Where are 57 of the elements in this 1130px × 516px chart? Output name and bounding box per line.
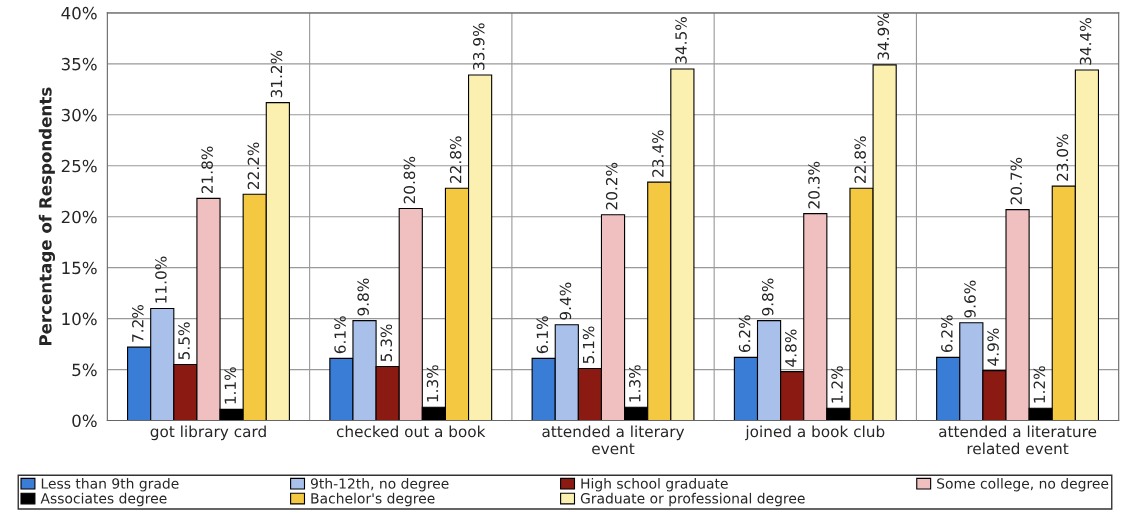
data-label: 34.9%	[877, 13, 890, 60]
y-tick-label: 0%	[72, 414, 97, 428]
data-label: 20.7%	[1010, 157, 1022, 205]
y-axis-title: Percentage of Respondents	[38, 87, 56, 346]
legend-label: Graduate or professional degree	[580, 492, 805, 507]
y-tick-label: 20%	[61, 210, 97, 224]
x-tick-label: joined a book club	[745, 425, 885, 441]
data-label: 20.3%	[808, 161, 820, 209]
data-label: 1.2%	[1033, 366, 1046, 403]
legend-label: High school graduate	[581, 478, 728, 492]
data-label: 20.8%	[403, 156, 416, 204]
data-label: 23.0%	[1056, 134, 1069, 181]
y-tick-label: 5%	[72, 363, 97, 377]
data-label: 1.3%	[629, 365, 641, 402]
data-label: 22.2%	[247, 142, 260, 190]
data-label: 7.2%	[132, 305, 144, 342]
legend-label: Some college, no degree	[937, 478, 1109, 492]
x-tick-label: attended a literature related event	[939, 425, 1097, 455]
data-label: 6.1%	[334, 316, 346, 354]
data-label: 34.4%	[1079, 18, 1092, 65]
y-tick-label: 35%	[61, 57, 97, 71]
legend-label: Bachelor's degree	[311, 492, 435, 507]
data-label: 9.4%	[559, 282, 572, 320]
legend-label: Associates degree	[40, 492, 167, 507]
data-label: 22.8%	[854, 136, 866, 183]
data-label: 6.2%	[738, 315, 751, 353]
data-label: 5.3%	[380, 324, 393, 362]
x-tick-label: attended a literary event	[542, 425, 685, 455]
data-label: 34.5%	[675, 17, 687, 64]
y-tick-label: 40%	[61, 6, 97, 20]
legend-label: 9th-12th, no degree	[310, 478, 449, 492]
data-label: 6.2%	[941, 315, 953, 353]
data-label: 1.1%	[224, 367, 237, 404]
data-label: 22.8%	[449, 136, 462, 183]
data-label: 9.6%	[964, 280, 976, 318]
y-tick-label: 10%	[62, 312, 97, 326]
data-label: 5.5%	[178, 322, 190, 360]
data-label: 4.9%	[987, 328, 999, 366]
legend-label: Less than 9th grade	[41, 478, 179, 492]
y-tick-label: 25%	[61, 159, 97, 173]
data-label: 6.1%	[536, 316, 549, 354]
data-label: 4.8%	[785, 329, 797, 367]
x-tick-label: checked out a book	[336, 425, 486, 438]
data-label: 21.8%	[201, 146, 213, 194]
data-label: 1.2%	[831, 366, 843, 403]
data-label: 9.8%	[761, 278, 774, 316]
y-tick-label: 30%	[61, 108, 97, 122]
data-label: 11.0%	[155, 256, 167, 303]
data-label: 9.8%	[357, 278, 369, 316]
data-label: 31.2%	[270, 50, 283, 98]
data-label: 23.4%	[652, 130, 664, 177]
data-label: 1.3%	[426, 365, 439, 402]
y-tick-label: 15%	[62, 261, 97, 275]
data-label: 5.1%	[582, 326, 595, 364]
data-label: 20.2%	[605, 162, 618, 210]
data-label: 33.9%	[472, 23, 485, 70]
x-tick-label: got library card	[150, 425, 266, 441]
